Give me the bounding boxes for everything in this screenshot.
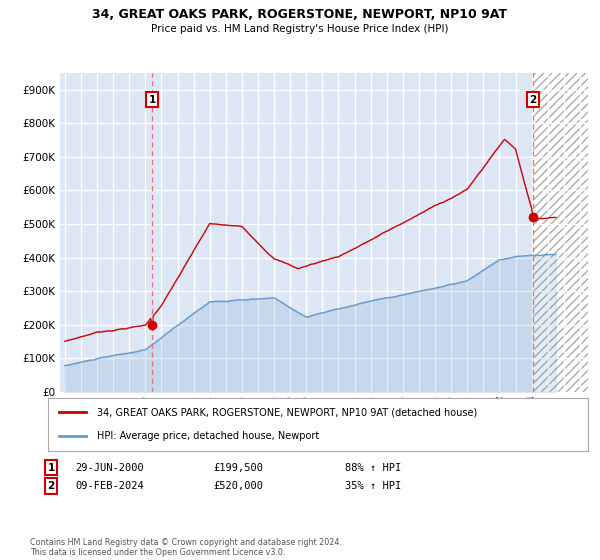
Text: £199,500: £199,500 (213, 463, 263, 473)
Text: 09-FEB-2024: 09-FEB-2024 (75, 481, 144, 491)
Text: 34, GREAT OAKS PARK, ROGERSTONE, NEWPORT, NP10 9AT (detached house): 34, GREAT OAKS PARK, ROGERSTONE, NEWPORT… (97, 408, 477, 418)
Text: HPI: Average price, detached house, Newport: HPI: Average price, detached house, Newp… (97, 431, 319, 441)
Text: 34, GREAT OAKS PARK, ROGERSTONE, NEWPORT, NP10 9AT: 34, GREAT OAKS PARK, ROGERSTONE, NEWPORT… (92, 8, 508, 21)
Text: 88% ↑ HPI: 88% ↑ HPI (345, 463, 401, 473)
Text: 29-JUN-2000: 29-JUN-2000 (75, 463, 144, 473)
Text: 35% ↑ HPI: 35% ↑ HPI (345, 481, 401, 491)
Bar (533, 73, 596, 392)
Text: 1: 1 (47, 463, 55, 473)
Text: 2: 2 (47, 481, 55, 491)
Text: £520,000: £520,000 (213, 481, 263, 491)
Bar (60, 73, 533, 392)
Text: 2: 2 (529, 95, 536, 105)
Text: Contains HM Land Registry data © Crown copyright and database right 2024.
This d: Contains HM Land Registry data © Crown c… (30, 538, 342, 557)
Text: Price paid vs. HM Land Registry's House Price Index (HPI): Price paid vs. HM Land Registry's House … (151, 24, 449, 34)
Text: 1: 1 (148, 95, 155, 105)
